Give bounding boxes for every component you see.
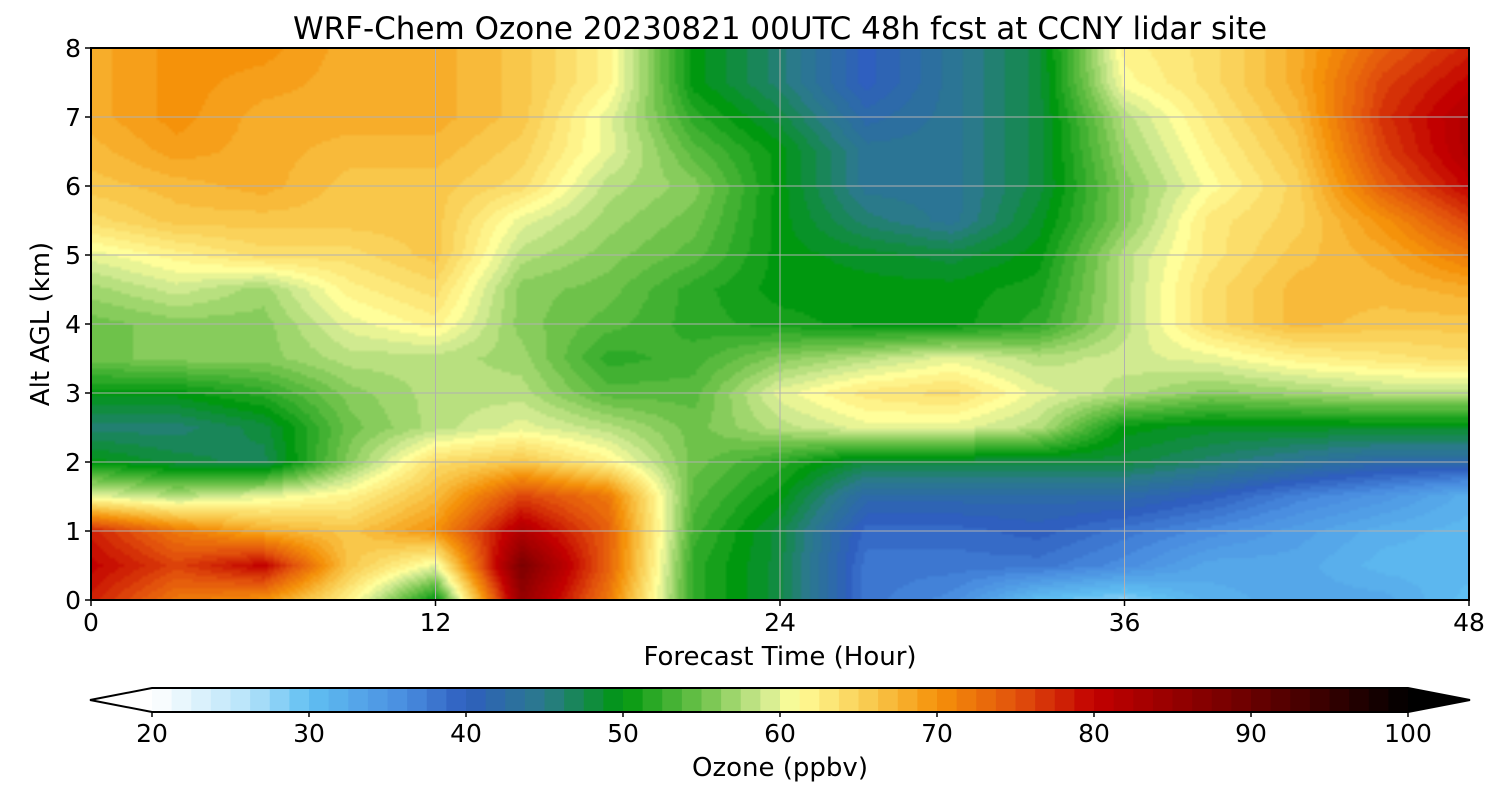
colorbar-segment (348, 688, 369, 712)
colorbar-segment (1074, 688, 1095, 712)
colorbar-segment (819, 688, 840, 712)
colorbar-segment (1015, 688, 1036, 712)
colorbar-segment (446, 688, 467, 712)
y-tick-label: 4 (65, 310, 81, 339)
colorbar-segment (1113, 688, 1134, 712)
colorbar-segment (780, 688, 801, 712)
colorbar-segment (760, 688, 781, 712)
colorbar-segment (191, 688, 212, 712)
colorbar-segment (1388, 688, 1409, 712)
colorbar-label: Ozone (ppbv) (692, 753, 868, 783)
colorbar-segment (976, 688, 997, 712)
colorbar-tick-label: 90 (1235, 719, 1267, 748)
colorbar-extend-min (90, 688, 152, 712)
colorbar-segment (485, 688, 506, 712)
colorbar-segment (466, 688, 487, 712)
colorbar-segment (1192, 688, 1213, 712)
colorbar-segment (1368, 688, 1389, 712)
colorbar-segment (328, 688, 349, 712)
y-tick-label: 5 (65, 241, 81, 270)
colorbar-segment (524, 688, 546, 712)
colorbar-segment (152, 688, 173, 712)
colorbar-segment (1251, 688, 1272, 712)
colorbar-segment (1309, 688, 1331, 712)
colorbar-segment (583, 688, 604, 712)
colorbar-segment (426, 688, 447, 712)
colorbar-segment (387, 688, 408, 712)
colorbar-tick-label: 20 (136, 719, 168, 748)
colorbar-segment (681, 688, 703, 712)
y-axis: 0 1 2 3 4 5 6 7 8 (65, 34, 91, 615)
y-tick-label: 2 (65, 448, 81, 477)
x-tick-label: 12 (420, 608, 452, 637)
y-axis-label: Alt AGL (km) (26, 242, 56, 406)
colorbar-segment (701, 688, 722, 712)
colorbar-segment (603, 688, 624, 712)
colorbar-segment (1054, 688, 1075, 712)
colorbar-segment (642, 688, 663, 712)
colorbar-segment (1172, 688, 1193, 712)
colorbar-segment (1329, 688, 1350, 712)
colorbar-segment (878, 688, 899, 712)
x-axis-label: Forecast Time (Hour) (643, 642, 916, 672)
colorbar-tick-label: 30 (293, 719, 325, 748)
y-tick-label: 0 (65, 586, 81, 615)
colorbar-tick-label: 70 (921, 719, 953, 748)
colorbar-segment (740, 688, 761, 712)
x-tick-label: 0 (83, 608, 99, 637)
colorbar-segment (1270, 688, 1291, 712)
colorbar-segment (623, 688, 644, 712)
y-tick-label: 8 (65, 34, 81, 63)
x-tick-label: 36 (1109, 608, 1141, 637)
y-tick-label: 7 (65, 103, 81, 132)
colorbar-segment (289, 688, 310, 712)
colorbar-segment (1133, 688, 1154, 712)
colorbar-segment (897, 688, 918, 712)
colorbar-segment (838, 688, 860, 712)
colorbar-extend-max (1408, 688, 1470, 712)
colorbar-segment (505, 688, 526, 712)
colorbar-segment (269, 688, 290, 712)
colorbar-tick-label: 60 (764, 719, 796, 748)
x-axis: 0 12 24 36 48 (83, 600, 1485, 637)
colorbar-segment (564, 688, 585, 712)
colorbar-segment (171, 688, 192, 712)
colorbar-segment (937, 688, 958, 712)
colorbar-segment (1290, 688, 1311, 712)
colorbar-segment (1231, 688, 1252, 712)
colorbar-segment (721, 688, 742, 712)
x-tick-label: 24 (764, 608, 796, 637)
colorbar-segment (1035, 688, 1056, 712)
y-tick-label: 1 (65, 517, 81, 546)
colorbar-tick-label: 100 (1384, 719, 1432, 748)
colorbar-segment (956, 688, 977, 712)
colorbar-segment (858, 688, 879, 712)
colorbar-tick-label: 80 (1078, 719, 1110, 748)
colorbar-segment (367, 688, 389, 712)
colorbar-segment (799, 688, 820, 712)
colorbar-segment (407, 688, 428, 712)
colorbar-segment (309, 688, 330, 712)
colorbar-segment (1349, 688, 1370, 712)
colorbar-tick-label: 50 (607, 719, 639, 748)
colorbar-segment (995, 688, 1017, 712)
colorbar-segment (230, 688, 251, 712)
colorbar-tick-label: 40 (450, 719, 482, 748)
y-tick-label: 3 (65, 379, 81, 408)
colorbar-segment (662, 688, 683, 712)
colorbar-segment (544, 688, 565, 712)
x-tick-label: 48 (1453, 608, 1485, 637)
colorbar-segment (1211, 688, 1232, 712)
y-tick-label: 6 (65, 172, 81, 201)
colorbar: 20 30 40 50 60 70 80 90 100 (89, 687, 1471, 748)
colorbar-segment (917, 688, 938, 712)
colorbar-segment (1094, 688, 1115, 712)
chart-title: WRF-Chem Ozone 20230821 00UTC 48h fcst a… (293, 11, 1267, 47)
colorbar-segment (210, 688, 232, 712)
colorbar-segment (250, 688, 271, 712)
colorbar-segment (1152, 688, 1174, 712)
